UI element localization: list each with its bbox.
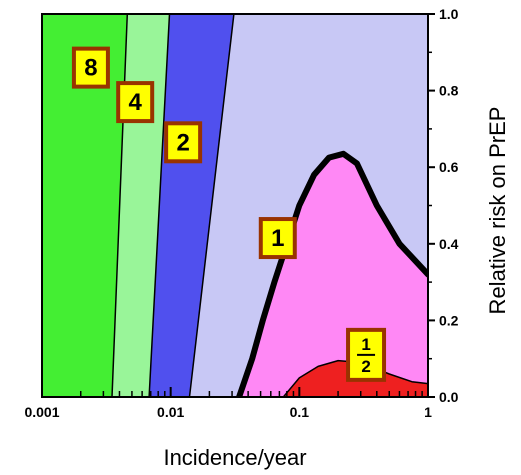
zone-label-denominator: 2	[361, 357, 370, 376]
y-tick-label-2: 0.4	[439, 236, 459, 252]
x-tick-label-3: 1	[424, 404, 432, 420]
zone-label-box	[116, 81, 155, 124]
region-8	[42, 14, 128, 397]
boundary-line-2	[188, 14, 235, 397]
x-tick-label-0: 0.001	[24, 404, 59, 420]
zone-label-text: 8	[84, 55, 97, 82]
axes-layer: 0.001 0.01 0.1 1 0.0 0.2 0.4 0.6 0.8 1.0	[24, 6, 458, 420]
y-tick-label-1: 0.2	[439, 312, 459, 328]
zone-label-5: 12	[346, 327, 387, 382]
zone-label-2: 2	[164, 121, 203, 164]
x-axis-title: Incidence/year	[163, 445, 306, 470]
boundary-line-3	[236, 150, 428, 397]
zone-label-numerator: 1	[361, 335, 370, 354]
zone-label-box	[71, 46, 110, 89]
zone-label-3: 1	[258, 217, 297, 260]
zone-label-1: 4	[116, 81, 155, 124]
boundary-line-1	[148, 14, 171, 397]
y-tick-label-5: 1.0	[439, 6, 459, 22]
zone-label-text: 4	[129, 89, 143, 116]
zone-label-box	[258, 217, 297, 260]
boundaries-layer	[111, 14, 428, 397]
zone-label-text: 1	[271, 225, 284, 252]
zone-label-box	[164, 121, 203, 164]
zone-label-0: 8	[71, 46, 110, 89]
y-axis-title: Relative risk on PrEP	[485, 107, 510, 315]
y-tick-label-3: 0.6	[439, 159, 459, 175]
x-tick-label-1: 0.01	[157, 404, 184, 420]
zone-label-text: 2	[176, 129, 189, 156]
y-tick-label-4: 0.8	[439, 83, 459, 99]
x-tick-label-2: 0.1	[290, 404, 310, 420]
y-tick-label-0: 0.0	[439, 389, 459, 405]
boundary-line-0	[111, 14, 129, 397]
